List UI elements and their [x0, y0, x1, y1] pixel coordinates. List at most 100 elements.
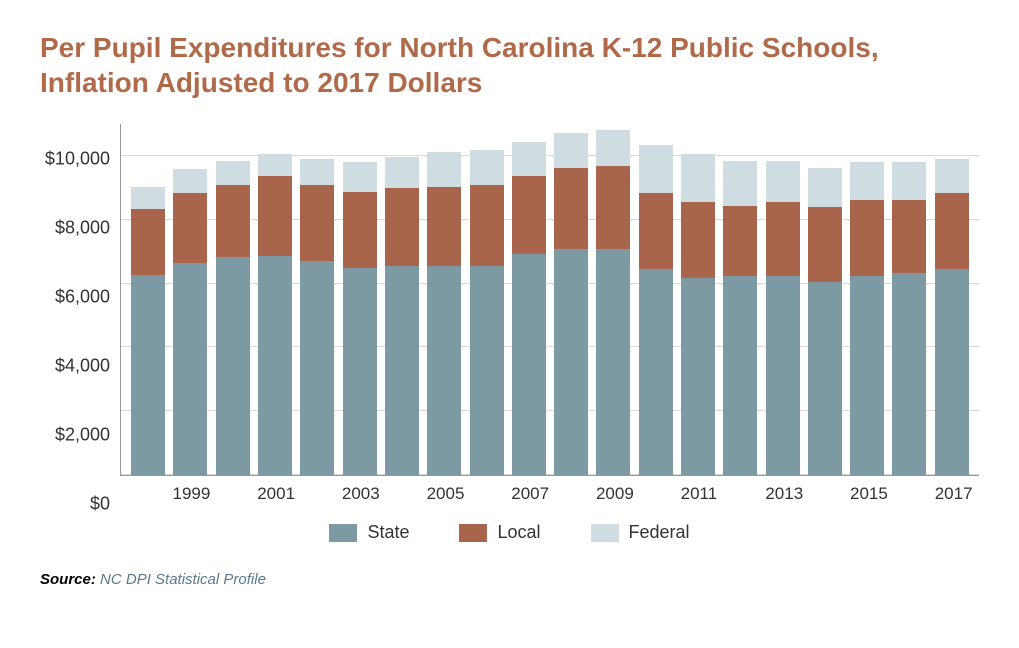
x-tick-label: 2003: [342, 484, 376, 504]
bar-segment-state: [512, 254, 546, 475]
bar-segment-state: [596, 249, 630, 475]
bar-segment-federal: [723, 161, 757, 206]
bar: [850, 162, 884, 475]
plot-area: [120, 124, 979, 476]
bar: [427, 152, 461, 475]
bar-segment-local: [258, 176, 292, 255]
bar-segment-local: [596, 166, 630, 249]
bar-segment-local: [385, 188, 419, 266]
bar-segment-state: [470, 266, 504, 475]
bar-segment-state: [216, 257, 250, 475]
legend-label-federal: Federal: [629, 522, 690, 543]
bar: [300, 159, 334, 475]
y-tick-label: $10,000: [45, 148, 110, 169]
bar-segment-local: [300, 185, 334, 261]
bar-segment-local: [808, 207, 842, 281]
x-tick-label: [808, 484, 842, 504]
bar-segment-federal: [343, 162, 377, 191]
bar-segment-federal: [216, 161, 250, 185]
bar-segment-federal: [892, 162, 926, 200]
swatch-federal: [591, 524, 619, 542]
bar: [173, 169, 207, 475]
bar: [131, 187, 165, 475]
bar-segment-federal: [554, 133, 588, 168]
bar: [766, 161, 800, 475]
bar: [258, 154, 292, 475]
bar-segment-federal: [639, 145, 673, 193]
bar-segment-state: [343, 268, 377, 475]
bar-segment-local: [723, 206, 757, 277]
x-tick-label: 2001: [257, 484, 291, 504]
bar-segment-state: [385, 266, 419, 475]
bar-segment-state: [427, 266, 461, 475]
legend-item-local: Local: [459, 522, 540, 543]
bar: [512, 142, 546, 475]
x-tick-label: [130, 484, 164, 504]
bar: [343, 162, 377, 475]
bar-segment-local: [131, 209, 165, 275]
bar-segment-state: [935, 269, 969, 475]
legend-label-local: Local: [497, 522, 540, 543]
bar-segment-local: [470, 185, 504, 266]
bar-segment-state: [131, 275, 165, 475]
bar-segment-state: [723, 276, 757, 475]
legend-label-state: State: [367, 522, 409, 543]
bar-segment-federal: [808, 168, 842, 208]
legend: State Local Federal: [40, 522, 979, 543]
x-tick-label: 2011: [681, 484, 715, 504]
bar-segment-federal: [300, 159, 334, 185]
bar: [681, 154, 715, 475]
bar: [216, 161, 250, 475]
x-tick-label: [384, 484, 418, 504]
y-axis: $0$2,000$4,000$6,000$8,000$10,000: [40, 124, 120, 504]
x-tick-label: 1999: [173, 484, 207, 504]
source-line: Source: NC DPI Statistical Profile: [40, 571, 979, 588]
bar-segment-federal: [596, 130, 630, 166]
legend-item-federal: Federal: [591, 522, 690, 543]
y-tick-label: $2,000: [55, 424, 110, 445]
bar-segment-state: [892, 273, 926, 475]
bar-segment-federal: [385, 157, 419, 188]
bar-segment-state: [681, 278, 715, 475]
bar-segment-local: [935, 193, 969, 269]
bar-segment-federal: [935, 159, 969, 194]
bar-segment-state: [808, 282, 842, 475]
x-tick-label: 2017: [935, 484, 969, 504]
bar: [892, 162, 926, 475]
y-tick-label: $4,000: [55, 355, 110, 376]
bar-segment-local: [892, 200, 926, 273]
bar-segment-state: [639, 269, 673, 475]
legend-item-state: State: [329, 522, 409, 543]
chart-area: $0$2,000$4,000$6,000$8,000$10,000 199920…: [40, 124, 979, 504]
bar-segment-local: [427, 187, 461, 266]
bar-segment-state: [173, 263, 207, 475]
swatch-state: [329, 524, 357, 542]
bar-segment-federal: [470, 150, 504, 185]
bar: [554, 133, 588, 475]
bar: [639, 145, 673, 475]
x-tick-label: 2013: [765, 484, 799, 504]
bar-segment-federal: [131, 187, 165, 209]
bar: [935, 159, 969, 475]
x-tick-label: [554, 484, 588, 504]
x-tick-label: 2007: [511, 484, 545, 504]
source-text: NC DPI Statistical Profile: [100, 571, 266, 588]
y-tick-label: $0: [90, 494, 110, 515]
bar-segment-federal: [173, 169, 207, 193]
bar-segment-state: [766, 276, 800, 475]
source-label: Source:: [40, 571, 96, 588]
bar-segment-local: [554, 168, 588, 249]
x-tick-label: [723, 484, 757, 504]
bars-container: [121, 124, 979, 475]
bar-segment-federal: [766, 161, 800, 202]
bar-segment-federal: [258, 154, 292, 176]
bar-segment-local: [216, 185, 250, 258]
x-tick-label: 2009: [596, 484, 630, 504]
x-tick-label: 2005: [427, 484, 461, 504]
bar-segment-local: [639, 193, 673, 269]
chart-title: Per Pupil Expenditures for North Carolin…: [40, 30, 979, 100]
bar-segment-state: [850, 276, 884, 475]
bar-segment-state: [258, 256, 292, 475]
bar-segment-federal: [681, 154, 715, 202]
x-tick-label: [892, 484, 926, 504]
